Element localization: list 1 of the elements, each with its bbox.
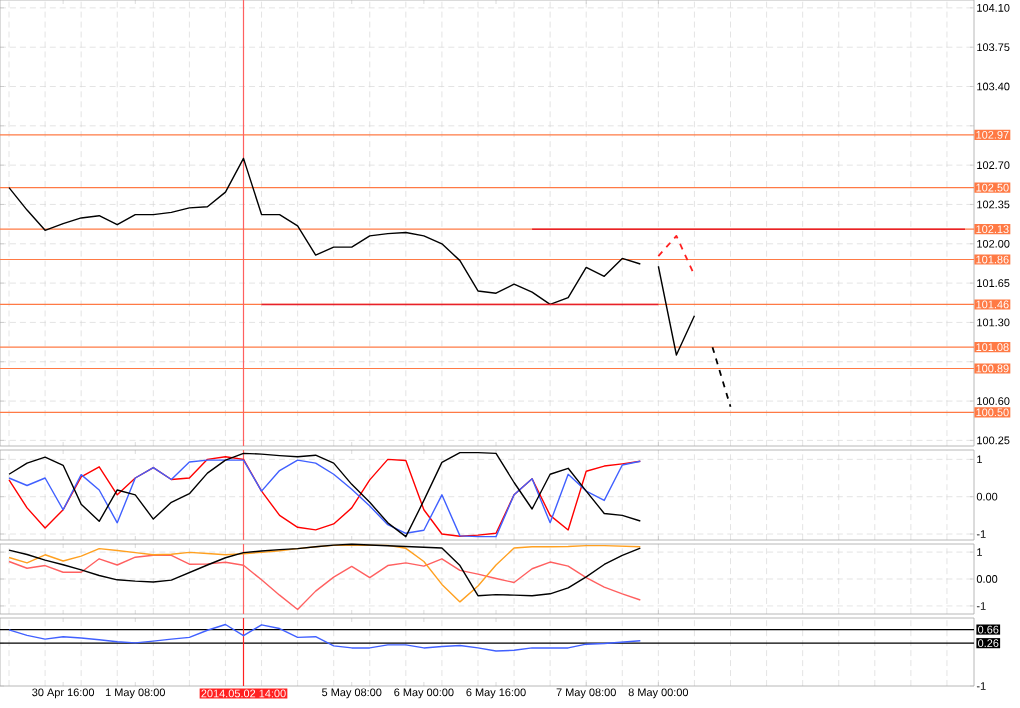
line-series [8, 157, 642, 306]
